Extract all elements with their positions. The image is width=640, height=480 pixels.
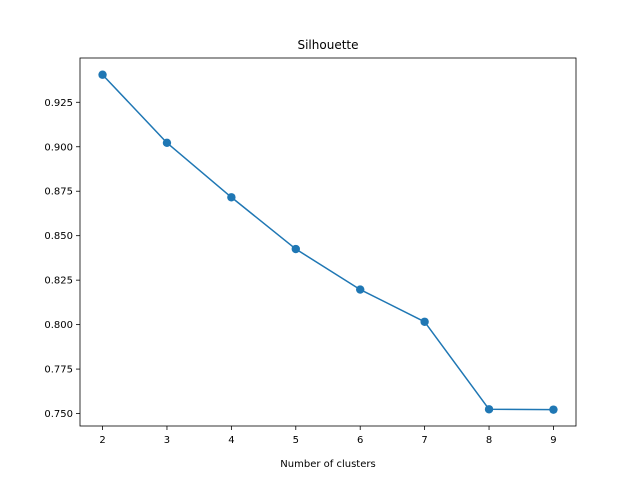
- x-tick-label: 7: [421, 435, 427, 446]
- series-line: [102, 74, 554, 411]
- y-tick-label: 0.900: [44, 142, 73, 153]
- data-point: [356, 285, 365, 294]
- y-tick-label: 0.875: [44, 187, 73, 198]
- x-tick-label: 3: [164, 435, 170, 446]
- y-tick-label: 0.775: [44, 365, 73, 376]
- x-tick-label: 2: [99, 435, 105, 446]
- x-tick-label: 6: [357, 435, 363, 446]
- data-point: [162, 138, 172, 148]
- data-point: [227, 193, 236, 202]
- x-tick-label: 8: [486, 435, 492, 446]
- plot-area: 2 3 4 5 6 7 8 9 0.750 0.775 0.800 0.825 0.850 0.875 0.…: [44, 57, 577, 446]
- y-tick-label: 0.925: [44, 98, 73, 109]
- x-axis-label: Number of clusters: [280, 459, 375, 470]
- y-tick-label: 0.750: [44, 409, 73, 420]
- axes-frame: [79, 57, 577, 427]
- x-tick-label: 5: [293, 435, 299, 446]
- data-point: [291, 244, 300, 254]
- data-point: [420, 317, 429, 326]
- x-tick-label: 9: [550, 435, 556, 446]
- data-point: [98, 70, 107, 79]
- data-point: [549, 405, 558, 414]
- y-tick-label: 0.800: [44, 320, 73, 331]
- x-tick-label: 4: [228, 435, 234, 446]
- data-point: [484, 405, 494, 414]
- y-tick-label: 0.825: [44, 276, 73, 287]
- y-tick-label: 0.850: [44, 231, 73, 242]
- chart-title: Silhouette: [297, 38, 358, 52]
